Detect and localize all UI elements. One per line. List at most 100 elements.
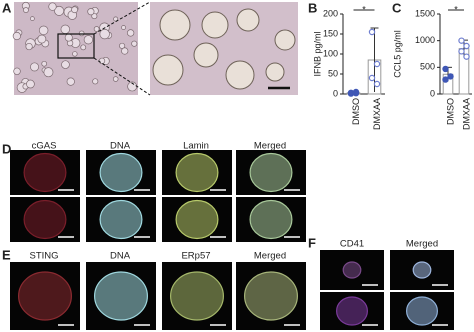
column-label: ERp57 xyxy=(181,251,210,262)
column-label: CD41 xyxy=(340,239,364,250)
data-point xyxy=(463,53,470,60)
y-tick-label: 200 xyxy=(323,8,338,18)
nucleus xyxy=(244,271,299,321)
nucleus xyxy=(249,199,293,240)
cell xyxy=(43,67,54,78)
cell xyxy=(98,57,106,65)
nucleus xyxy=(175,152,219,193)
cell xyxy=(201,11,229,39)
y-tick-label: 0 xyxy=(333,88,338,98)
column-label: DNA xyxy=(110,251,131,262)
cell xyxy=(126,29,135,37)
nucleus xyxy=(412,261,432,279)
y-tick-label: 1000 xyxy=(415,35,435,45)
cell xyxy=(54,5,65,16)
nucleus xyxy=(342,261,362,279)
data-point xyxy=(442,76,449,83)
cell xyxy=(71,6,79,14)
x-tick-label: DMSO xyxy=(445,98,455,125)
column-label: Merged xyxy=(254,251,286,262)
y-tick-label: 1500 xyxy=(415,8,435,18)
cell xyxy=(23,7,29,13)
cell xyxy=(80,44,87,51)
y-tick-label: 0 xyxy=(430,88,435,98)
nucleus xyxy=(18,271,72,321)
data-point xyxy=(458,37,465,44)
cell xyxy=(66,77,75,86)
data-point xyxy=(347,89,355,97)
cell xyxy=(93,26,100,32)
cell xyxy=(274,29,296,51)
cell xyxy=(152,54,184,86)
nucleus xyxy=(99,152,143,193)
cell xyxy=(99,28,110,40)
nucleus xyxy=(406,296,439,326)
data-point xyxy=(447,73,454,80)
data-point xyxy=(458,48,465,55)
zoom-box xyxy=(57,33,95,59)
column-label: Merged xyxy=(254,141,286,152)
nucleus xyxy=(23,199,67,240)
cell xyxy=(121,25,126,30)
panel-label: F xyxy=(308,235,316,250)
nucleus xyxy=(175,199,219,240)
nucleus xyxy=(93,271,148,321)
x-tick-label: DMSO xyxy=(351,98,361,125)
cell xyxy=(236,8,260,32)
cell xyxy=(87,8,95,16)
nucleus xyxy=(23,152,67,193)
cell xyxy=(37,34,47,44)
cell xyxy=(41,60,48,67)
panel-label: A xyxy=(2,0,12,15)
panel-label: E xyxy=(2,247,11,262)
data-point xyxy=(373,80,381,88)
cell xyxy=(92,78,99,85)
y-tick-label: 100 xyxy=(323,48,338,58)
cell xyxy=(30,62,39,72)
cell xyxy=(38,25,49,36)
panel-label: B xyxy=(308,0,317,15)
column-label: Merged xyxy=(406,239,438,250)
cell xyxy=(193,42,219,68)
y-tick-label: 50 xyxy=(328,68,338,78)
data-point xyxy=(463,42,470,50)
cell xyxy=(159,9,191,41)
cell xyxy=(121,47,129,55)
data-point xyxy=(352,88,360,96)
cell xyxy=(265,62,285,82)
column-label: cGAS xyxy=(32,141,57,152)
panel-label: C xyxy=(392,0,402,15)
cell xyxy=(131,40,138,47)
y-axis-label: CCL5 pg/ml xyxy=(392,30,402,78)
nucleus xyxy=(336,296,369,326)
cell xyxy=(25,42,33,51)
data-point xyxy=(368,28,376,36)
panel-label: D xyxy=(2,141,11,156)
nucleus xyxy=(170,271,225,321)
nucleus xyxy=(99,199,143,240)
column-label: STING xyxy=(29,251,58,262)
zoom-line xyxy=(93,57,151,96)
cell xyxy=(83,35,93,45)
data-point xyxy=(373,60,381,68)
significance-mark: * xyxy=(454,4,458,14)
cell xyxy=(26,79,35,89)
cell xyxy=(30,16,35,22)
y-tick-label: 150 xyxy=(323,28,338,38)
nucleus xyxy=(249,152,293,193)
cell xyxy=(60,24,70,35)
cell xyxy=(61,60,70,69)
y-tick-label: 500 xyxy=(420,62,435,72)
column-label: DNA xyxy=(110,141,131,152)
column-label: Lamin xyxy=(183,141,209,152)
data-point xyxy=(442,65,449,73)
cell xyxy=(112,76,119,82)
cell xyxy=(91,13,98,20)
x-tick-label: DMXAA xyxy=(372,98,382,130)
data-point xyxy=(368,74,376,82)
cell xyxy=(48,2,57,11)
cell xyxy=(72,51,78,57)
x-tick-label: DMXAA xyxy=(461,98,471,130)
y-axis-label: IFNB pg/ml xyxy=(312,31,322,76)
